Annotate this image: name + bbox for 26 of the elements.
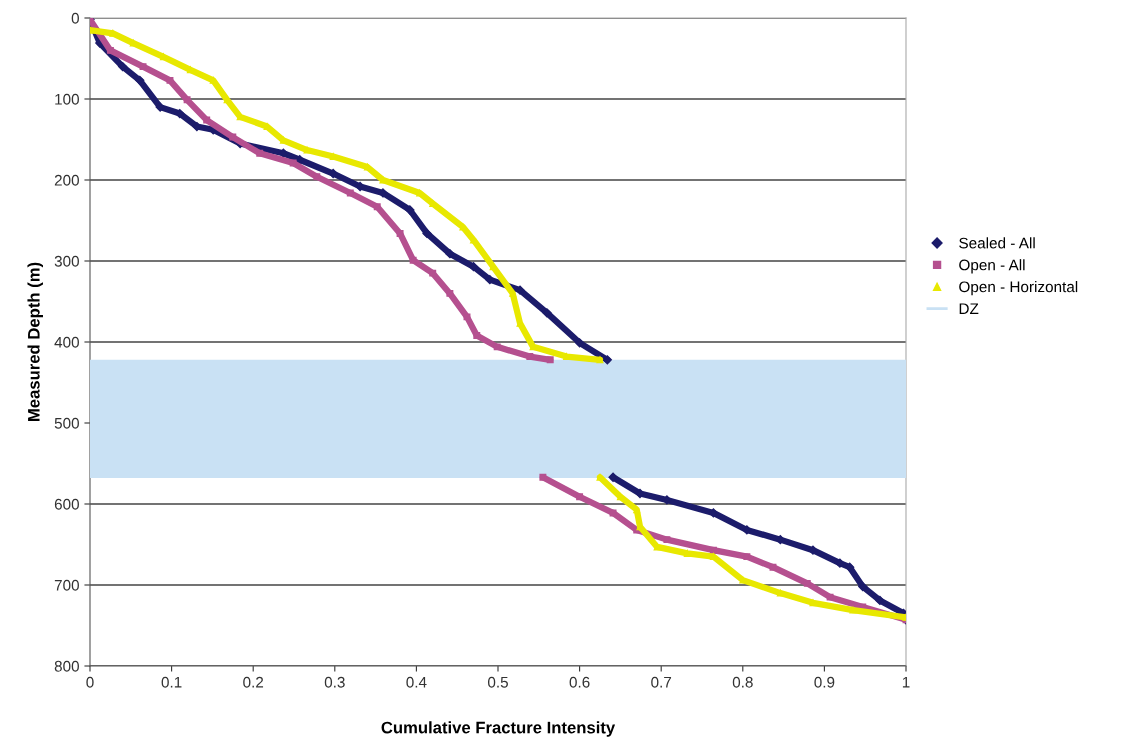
legend-label: DZ	[959, 303, 979, 314]
y-tick-label: 700	[54, 579, 79, 591]
y-tick-label: 400	[54, 336, 79, 348]
y-tick-label: 800	[54, 660, 79, 672]
x-tick-label: 0.6	[569, 676, 590, 688]
x-tick-label: 0	[86, 676, 94, 688]
y-tick-label: 0	[71, 12, 79, 24]
x-tick-label: 0.2	[243, 676, 264, 688]
x-tick-label: 0.3	[324, 676, 345, 688]
y-axis-title: Measured Depth (m)	[27, 262, 43, 421]
y-tick-label: 500	[54, 417, 79, 429]
legend-label: Open - Horizontal	[959, 281, 1078, 296]
x-tick-label: 0.1	[161, 676, 182, 688]
legend-label: Open - All	[959, 259, 1025, 274]
y-tick-label: 200	[54, 174, 79, 186]
x-tick-label: 0.9	[814, 676, 835, 688]
y-tick-label: 600	[54, 498, 79, 510]
x-tick-label: 0.7	[651, 676, 672, 688]
y-tick-label: 300	[54, 255, 79, 267]
x-tick-label: 0.4	[406, 676, 427, 688]
x-tick-label: 0.8	[732, 676, 753, 688]
x-tick-label: 0.5	[487, 676, 508, 688]
x-tick-label: 1	[902, 676, 910, 688]
y-tick-label: 100	[55, 93, 79, 105]
legend-label: Sealed - All	[959, 237, 1035, 249]
x-axis-title: Cumulative Fracture Intensity	[381, 721, 616, 737]
